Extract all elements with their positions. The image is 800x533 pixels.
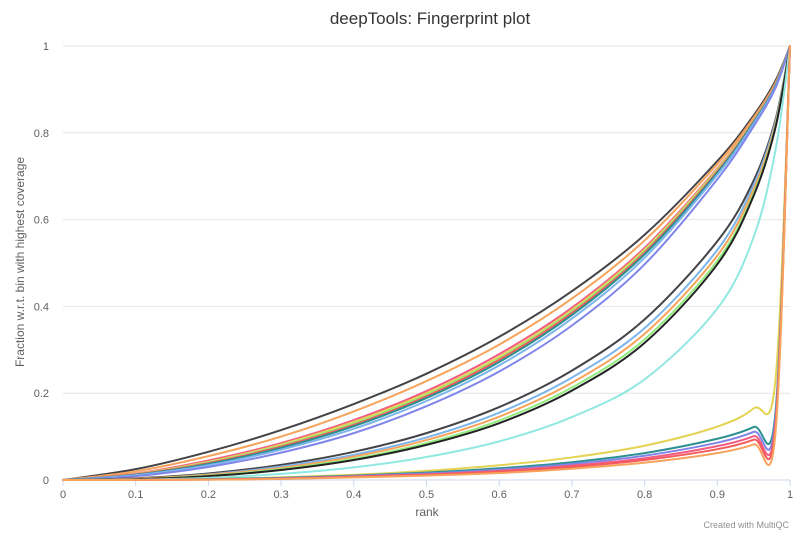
x-tick-label: 0.9	[710, 489, 725, 501]
series-line-1[interactable]	[62, 45, 791, 481]
y-tick-label: 0.8	[34, 128, 49, 140]
y-axis-ticks: 0 0.2 0.4 0.6 0.8 1	[34, 41, 49, 487]
y-tick-label: 0.4	[34, 301, 49, 313]
series-line-19[interactable]	[62, 45, 791, 481]
series-line-9[interactable]	[62, 45, 791, 481]
x-tick-label: 0.7	[564, 489, 579, 501]
x-tick-label: 0.4	[346, 489, 361, 501]
series-line-17[interactable]	[62, 45, 791, 481]
series-line-16[interactable]	[62, 45, 791, 481]
x-axis-label: rank	[415, 505, 439, 519]
series-line-11[interactable]	[62, 45, 791, 481]
y-tick-label: 0	[43, 475, 49, 487]
series-line-20[interactable]	[62, 45, 791, 481]
y-axis-label: Fraction w.r.t. bin with highest coverag…	[13, 157, 27, 367]
x-tick-label: 0.5	[419, 489, 434, 501]
series-line-21[interactable]	[62, 45, 791, 481]
x-tick-label: 0	[60, 489, 66, 501]
series-line-6[interactable]	[62, 45, 791, 481]
series-line-15[interactable]	[62, 45, 791, 481]
x-tick-label: 0.6	[492, 489, 507, 501]
x-tick-label: 0.2	[201, 489, 216, 501]
credit-link[interactable]: Created with MultiQC	[703, 520, 789, 530]
y-tick-label: 0.2	[34, 388, 49, 400]
y-tick-label: 1	[43, 41, 49, 53]
y-tick-label: 0.6	[34, 215, 49, 227]
x-tick-label: 0.8	[637, 489, 652, 501]
series-line-14[interactable]	[62, 45, 791, 481]
chart-title: deepTools: Fingerprint plot	[330, 9, 531, 28]
series-line-12[interactable]	[62, 45, 791, 481]
series-line-3[interactable]	[62, 45, 791, 481]
x-tick-label: 1	[787, 489, 793, 501]
x-tick-label: 0.1	[128, 489, 143, 501]
x-tick-label: 0.3	[273, 489, 288, 501]
series-line-8[interactable]	[62, 45, 791, 481]
series-line-2[interactable]	[62, 45, 791, 481]
series-line-7[interactable]	[62, 45, 791, 481]
series-group	[62, 45, 791, 481]
series-line-13[interactable]	[62, 45, 791, 481]
series-line-18[interactable]	[62, 45, 791, 481]
x-axis-ticks: 0 0.1 0.2 0.3 0.4 0.5 0.6 0.7 0.8 0.9 1	[60, 480, 793, 501]
series-line-10[interactable]	[62, 45, 791, 481]
series-line-5[interactable]	[62, 45, 791, 481]
series-line-4[interactable]	[62, 45, 791, 481]
